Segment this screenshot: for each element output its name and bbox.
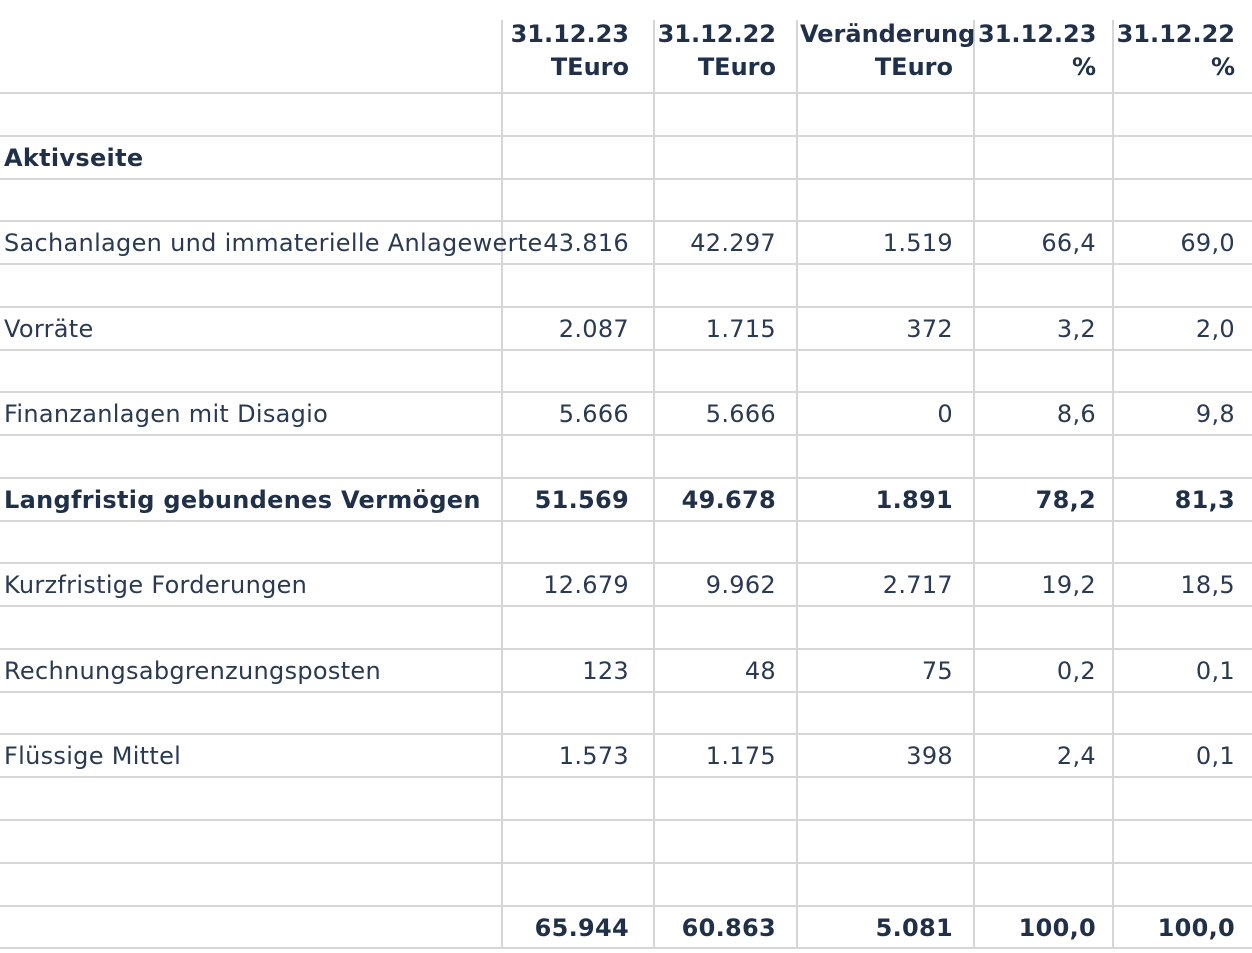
cell-value: 2.087 [558,315,629,343]
grid-line [0,92,1252,94]
cell-value: 75 [921,657,953,685]
grid-line [0,905,1252,907]
cell-value: 9,8 [1195,400,1235,428]
cell-value: 18,5 [1180,571,1235,599]
grid-line [0,263,1252,265]
grid-line [0,434,1252,436]
grid-line [0,562,1252,564]
row-label: Kurzfristige Forderungen [4,571,308,599]
column-header-unit: TEuro [874,53,953,81]
column-header-unit: % [1210,53,1235,81]
section-title: Aktivseite [4,144,144,172]
cell-value: 9.962 [705,571,776,599]
cell-value: 0 [937,400,953,428]
table-row: Vorräte 2.087 1.715 372 3,2 2,0 [0,308,1252,350]
column-divider [501,20,503,949]
grid-line [0,220,1252,222]
table-row: Flüssige Mittel 1.573 1.175 398 2,4 0,1 [0,735,1252,777]
grid-line [0,306,1252,308]
total-value: 100,0 [1018,914,1096,942]
cell-value: 2.717 [882,571,953,599]
cell-value: 78,2 [1035,486,1096,514]
row-label: Sachanlagen und immaterielle Anlagewerte [4,229,543,257]
grid-line [0,733,1252,735]
subtotal-row: Langfristig gebundenes Vermögen 51.569 4… [0,479,1252,521]
cell-value: 1.715 [705,315,776,343]
column-header-date: 31.12.23 [978,20,1097,48]
cell-value: 398 [906,742,953,770]
cell-value: 1.891 [875,486,953,514]
column-header-4: 31.12.23 % [978,18,1096,88]
cell-value: 2,4 [1056,742,1096,770]
grid-line [0,776,1252,778]
total-value: 100,0 [1157,914,1235,942]
row-label: Flüssige Mittel [4,742,182,770]
row-label: Rechnungsabgrenzungsposten [4,657,381,685]
column-header-1: 31.12.23 TEuro [504,18,629,88]
table-row: Sachanlagen und immaterielle Anlagewerte… [0,222,1252,264]
column-header-unit: TEuro [550,53,629,81]
column-header-5: 31.12.22 % [1116,18,1235,88]
row-label: Langfristig gebundenes Vermögen [4,486,481,514]
grid-line [0,135,1252,137]
cell-value: 19,2 [1041,571,1096,599]
total-value: 65.944 [534,914,629,942]
column-header-2: 31.12.22 TEuro [656,18,776,88]
cell-value: 81,3 [1174,486,1235,514]
column-divider [973,20,975,949]
total-value: 5.081 [875,914,953,942]
grid-line [0,947,1252,949]
grid-line [0,819,1252,821]
cell-value: 51.569 [534,486,629,514]
grid-line [0,477,1252,479]
cell-value: 8,6 [1056,400,1096,428]
cell-value: 123 [582,657,629,685]
column-header-date: 31.12.23 [510,20,629,48]
cell-value: 0,1 [1195,657,1235,685]
total-value: 60.863 [681,914,776,942]
cell-value: 42.297 [690,229,776,257]
section-row: Aktivseite [0,137,1252,179]
grid-line [0,178,1252,180]
grid-line [0,605,1252,607]
column-header-change: Veränderung [800,20,976,48]
cell-value: 2,0 [1195,315,1235,343]
cell-value: 3,2 [1056,315,1096,343]
row-label: Vorräte [4,315,94,343]
row-label: Finanzanlagen mit Disagio [4,400,329,428]
column-header-date: 31.12.22 [1116,20,1235,48]
total-row: 65.944 60.863 5.081 100,0 100,0 [0,907,1252,949]
cell-value: 0,1 [1195,742,1235,770]
table-row: Kurzfristige Forderungen 12.679 9.962 2.… [0,564,1252,606]
column-divider [1112,20,1114,949]
cell-value: 66,4 [1041,229,1096,257]
cell-value: 5.666 [705,400,776,428]
cell-value: 372 [906,315,953,343]
grid-line [0,391,1252,393]
column-header-date: 31.12.22 [657,20,776,48]
table-row: Rechnungsabgrenzungsposten 123 48 75 0,2… [0,650,1252,692]
grid-line [0,862,1252,864]
cell-value: 0,2 [1056,657,1096,685]
column-divider [796,20,798,949]
table-row: Finanzanlagen mit Disagio 5.666 5.666 0 … [0,393,1252,435]
column-divider [653,20,655,949]
column-header-3: Veränderung TEuro [800,18,976,88]
column-header-unit: % [1071,53,1096,81]
grid-line [0,349,1252,351]
cell-value: 48 [744,657,776,685]
grid-line [0,648,1252,650]
cell-value: 5.666 [558,400,629,428]
grid-line [0,520,1252,522]
cell-value: 1.573 [558,742,629,770]
grid-line [0,691,1252,693]
cell-value: 69,0 [1180,229,1235,257]
column-header-unit: TEuro [697,53,776,81]
cell-value: 49.678 [681,486,776,514]
cell-value: 1.175 [705,742,776,770]
cell-value: 43.816 [543,229,629,257]
cell-value: 12.679 [543,571,629,599]
cell-value: 1.519 [882,229,953,257]
